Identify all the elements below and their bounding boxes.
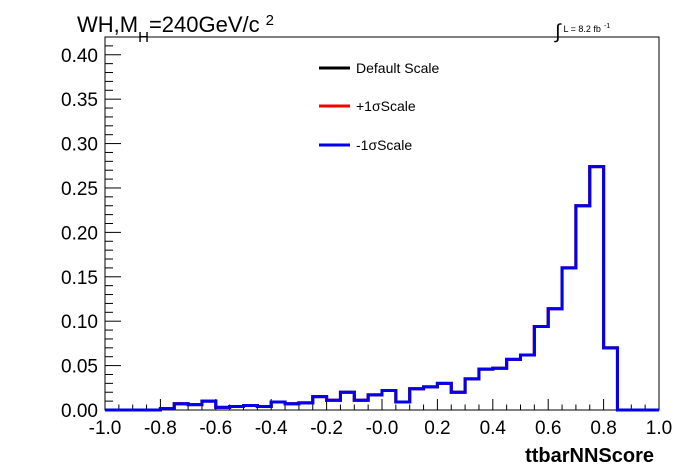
series-group bbox=[105, 165, 659, 412]
luminosity-label: ∫ L = 8.2 fb -1 bbox=[554, 21, 610, 43]
x-tick-label: -0.4 bbox=[255, 418, 288, 439]
legend-label-default: Default Scale bbox=[356, 60, 439, 76]
legend-label-plus1sigma: +1σScale bbox=[356, 98, 416, 114]
x-tick-label: 0.8 bbox=[590, 418, 616, 439]
title-main: WH,M bbox=[77, 12, 138, 37]
y-tick-label: 0.25 bbox=[61, 179, 98, 200]
axes-group: -1.0 -0.8 -0.6 -0.4 -0.2 -0.0 0.2 0.4 0.6 0.8 1.0 0… bbox=[61, 36, 672, 439]
legend-entry-minus1sigma: -1σScale bbox=[319, 137, 412, 153]
x-tick-label: -0.8 bbox=[144, 418, 177, 439]
y-tick-label: 0.40 bbox=[61, 46, 98, 67]
x-tick-label: -0.6 bbox=[199, 418, 232, 439]
series-line-2 bbox=[105, 165, 659, 412]
title-rest: =240GeV/c bbox=[149, 12, 260, 37]
x-tick-label: 1.0 bbox=[646, 418, 672, 439]
y-tick-label: 0.30 bbox=[61, 135, 98, 156]
y-tick-label: 0.20 bbox=[61, 223, 98, 244]
y-tick-label: 0.10 bbox=[61, 312, 98, 333]
x-tick-label: -1.0 bbox=[89, 418, 122, 439]
x-tick-label: -0.2 bbox=[310, 418, 343, 439]
y-tick-label: 0.15 bbox=[61, 268, 98, 289]
x-tick-label: 0.6 bbox=[535, 418, 561, 439]
integral-symbol: ∫ bbox=[554, 21, 562, 43]
legend: Default Scale +1σScale -1σScale bbox=[319, 60, 439, 153]
x-tick-label: -0.0 bbox=[366, 418, 399, 439]
legend-label-minus1sigma: -1σScale bbox=[356, 137, 412, 153]
legend-entry-plus1sigma: +1σScale bbox=[319, 98, 416, 114]
luminosity-superscript: -1 bbox=[604, 23, 610, 30]
y-tick-label: 0.00 bbox=[61, 401, 98, 422]
x-axis-label: ttbarNNScore bbox=[525, 445, 654, 467]
y-tick-label: 0.05 bbox=[61, 357, 98, 378]
legend-entry-default: Default Scale bbox=[319, 60, 439, 76]
x-tick-label: 0.2 bbox=[424, 418, 450, 439]
luminosity-text: L = 8.2 fb bbox=[563, 24, 600, 34]
y-tick-label: 0.35 bbox=[61, 90, 98, 111]
x-tick-label: 0.4 bbox=[480, 418, 507, 439]
title-superscript: 2 bbox=[266, 12, 274, 29]
